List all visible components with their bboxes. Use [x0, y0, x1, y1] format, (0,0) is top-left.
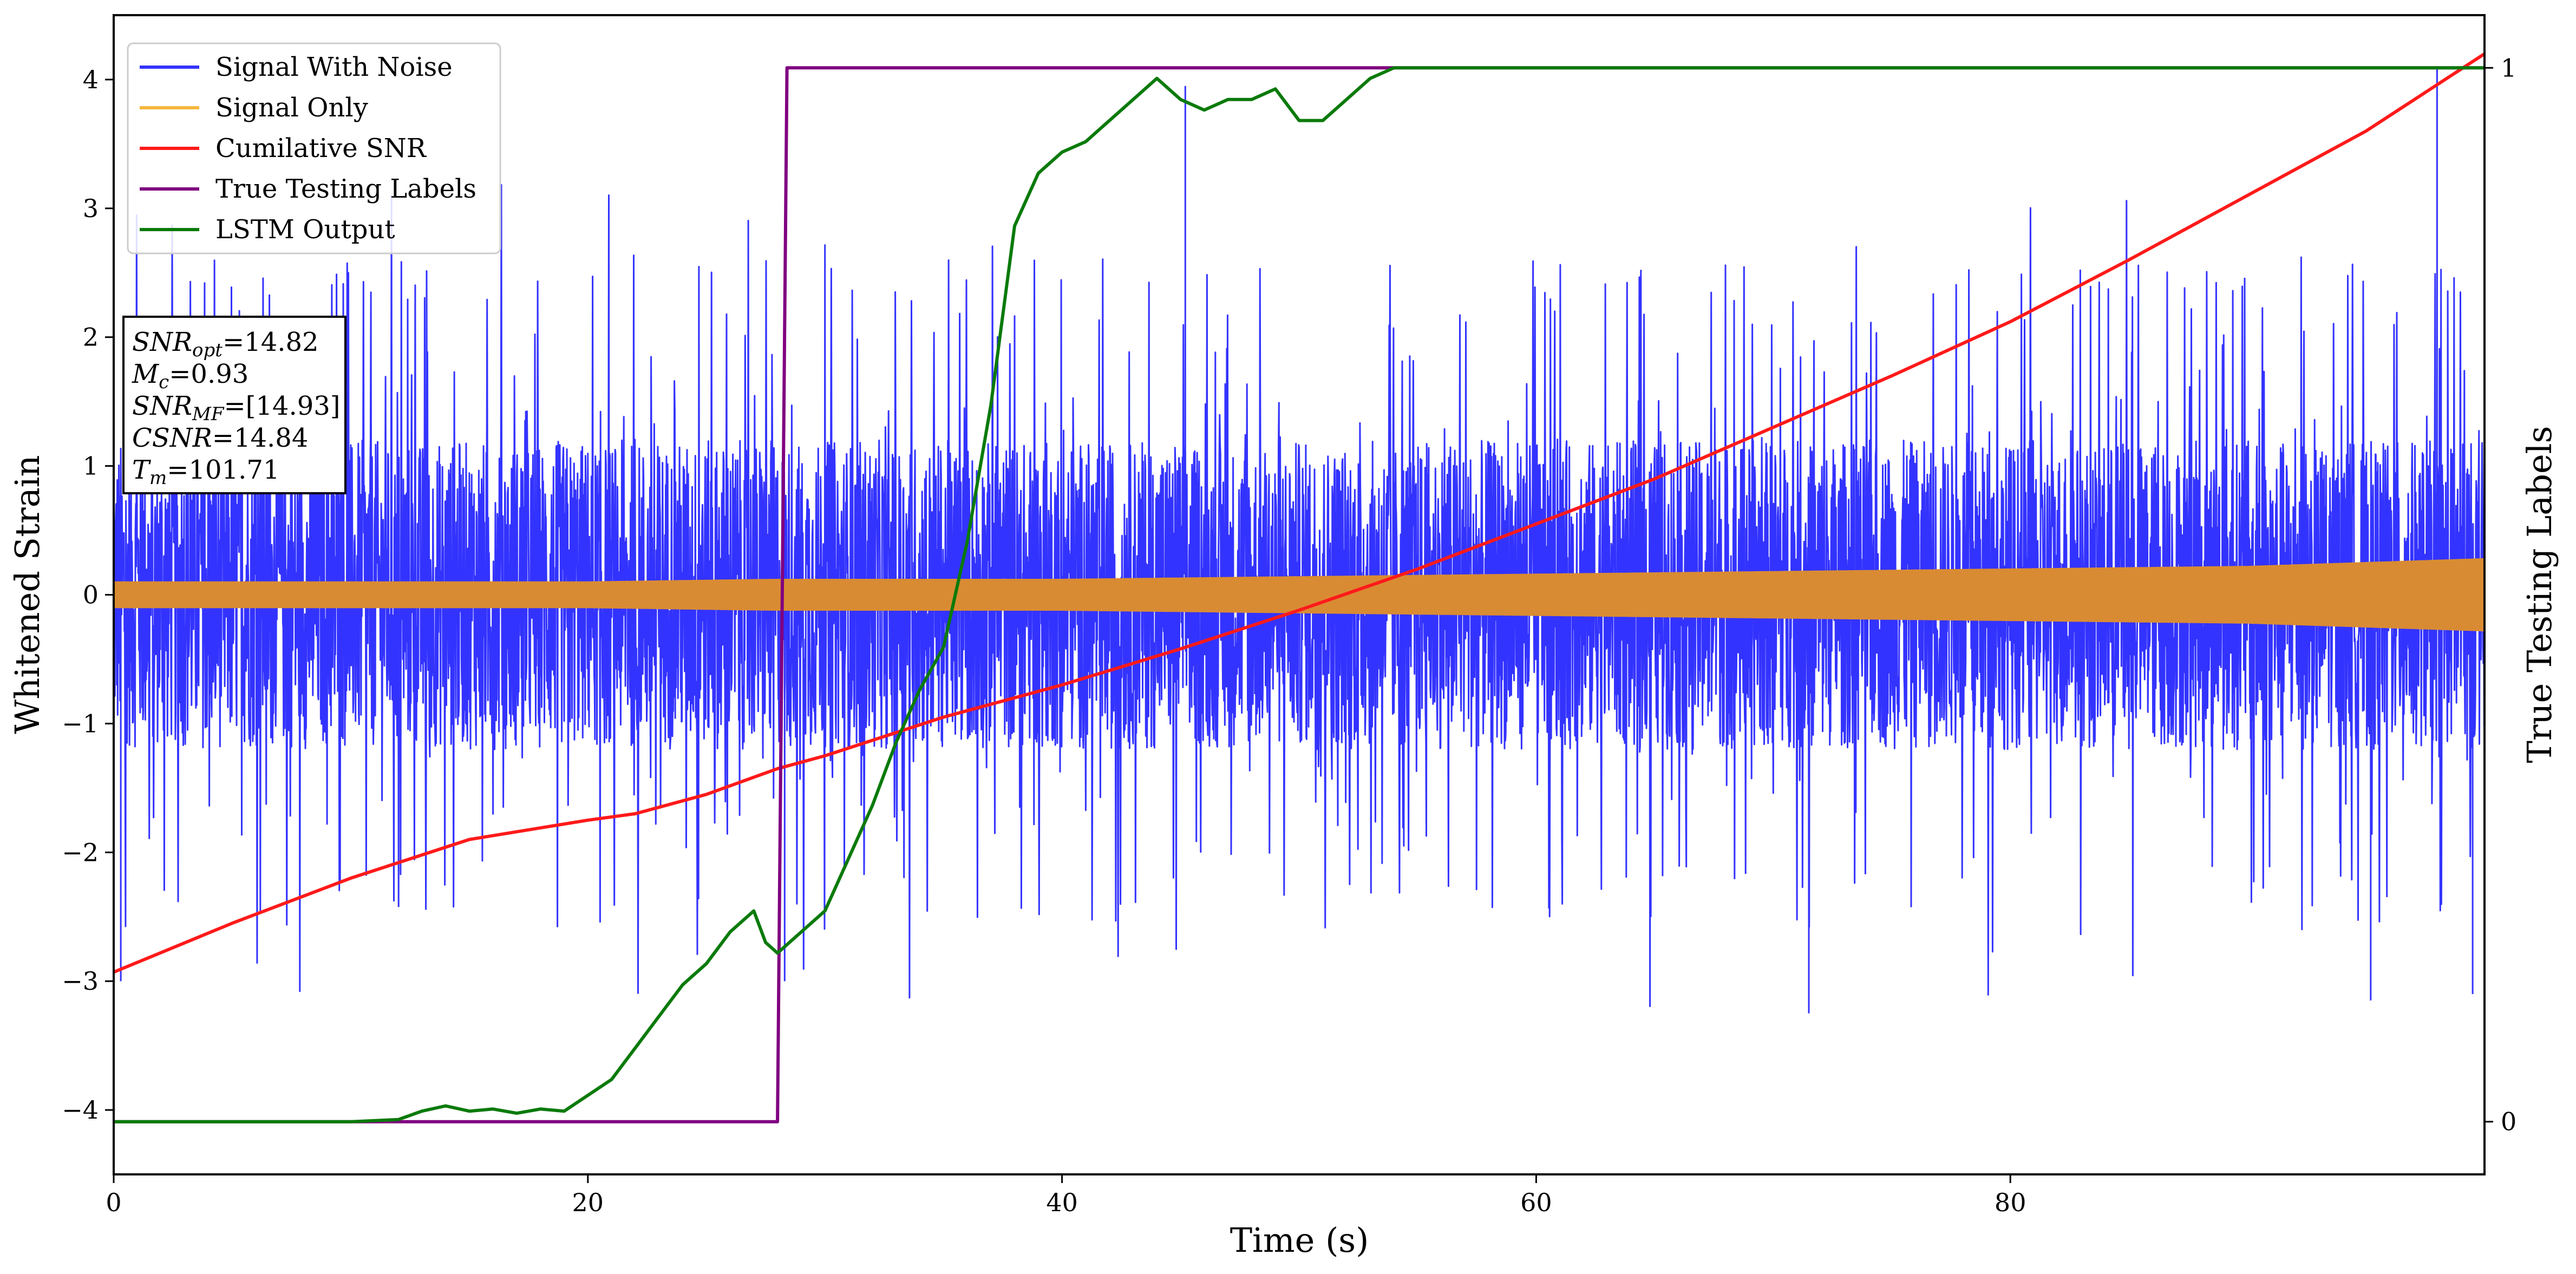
y-axis-ticks: −4 −3 −2 −1 0 1 2 3 4 — [62, 65, 114, 1125]
y-tick-label: 0 — [83, 580, 99, 610]
y2-tick-label: 1 — [2501, 53, 2516, 82]
y-tick-label: −4 — [62, 1095, 99, 1125]
y2-tick-label: 0 — [2501, 1107, 2516, 1136]
annotation-line: Tm=101.71 — [132, 455, 279, 489]
legend-label-csnr: Cumilative SNR — [215, 133, 427, 164]
signal-only-band — [114, 558, 2485, 632]
x-tick-label: 80 — [1995, 1188, 2026, 1217]
legend-box — [127, 42, 501, 254]
y-tick-label: 4 — [83, 65, 99, 94]
annotation-box — [122, 316, 346, 494]
y-tick-label: 1 — [83, 452, 99, 481]
signal-with-noise-spikes — [120, 67, 2474, 1014]
x-axis-label: Time (s) — [1230, 1220, 1369, 1260]
y-tick-label: −3 — [62, 966, 99, 996]
signal-only-series — [114, 558, 2485, 632]
annotation-line: SNRopt=14.82 — [132, 327, 319, 361]
annotation-line: Mc=0.93 — [132, 359, 249, 393]
cumulative-snr-line — [114, 52, 2485, 974]
x-tick-label: 40 — [1046, 1188, 1078, 1217]
lstm-output-series — [114, 66, 2485, 1123]
legend-label-noise: Signal With Noise — [215, 52, 453, 82]
legend-label-labels: True Testing Labels — [215, 174, 476, 204]
y2-axis-ticks: 01 — [2485, 53, 2516, 1136]
annotation-line: SNRMF=[14.93] — [132, 391, 341, 425]
x-axis-ticks: 0 20 40 60 80 — [106, 1174, 2026, 1217]
cumulative-snr-series — [114, 52, 2485, 974]
y-axis-label: Whitened Strain — [8, 455, 47, 734]
annotation-line: CSNR=14.84 — [132, 423, 308, 453]
y-tick-label: −1 — [62, 709, 99, 738]
metrics-annotation: SNRopt=14.82Mc=0.93SNRMF=[14.93]CSNR=14.… — [122, 316, 346, 494]
y-tick-label: 3 — [83, 194, 99, 223]
x-tick-label: 60 — [1520, 1188, 1552, 1217]
legend-label-lstm: LSTM Output — [215, 214, 395, 245]
x-tick-label: 0 — [106, 1188, 121, 1217]
y-tick-label: 2 — [83, 323, 99, 352]
lstm-output-line — [114, 66, 2485, 1123]
signal-with-noise-line — [114, 184, 2485, 1008]
legend-label-signal_legend: Signal Only — [215, 93, 368, 123]
y2-axis-label: True Testing Labels — [2520, 426, 2559, 763]
signal-with-noise-series — [114, 67, 2485, 1014]
y-tick-label: −2 — [62, 838, 99, 867]
x-tick-label: 20 — [572, 1188, 604, 1217]
legend: Signal With Noise Signal Only Cumilative S… — [127, 42, 501, 254]
